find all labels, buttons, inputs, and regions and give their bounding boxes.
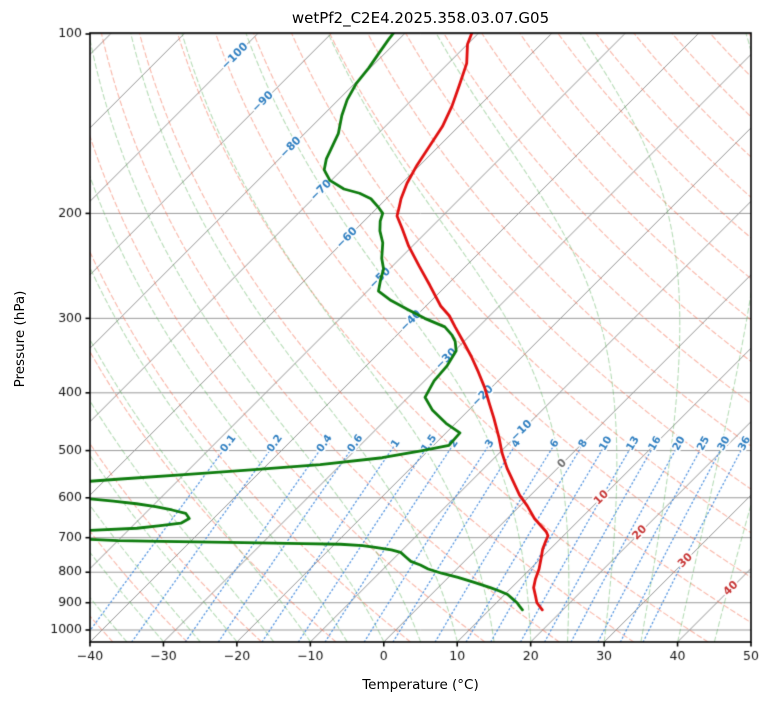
x-axis-label: Temperature (°C) [362, 677, 479, 693]
y-axis-label: Pressure (hPa) [12, 290, 28, 388]
chart-title: wetPf2_C2E4.2025.358.03.07.G05 [291, 9, 550, 27]
